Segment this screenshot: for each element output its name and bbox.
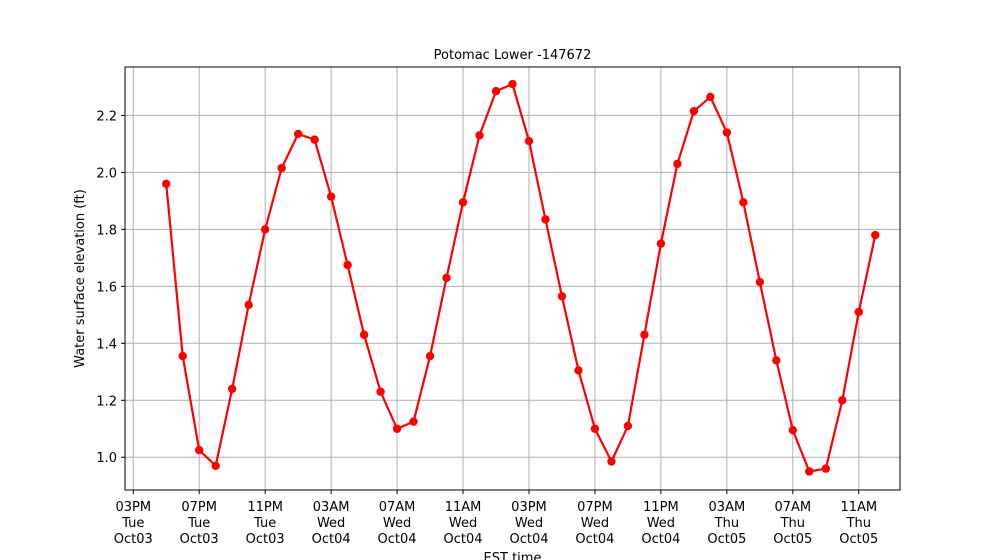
data-point xyxy=(392,424,402,433)
y-tick-label: 1.8 xyxy=(96,223,117,238)
series-line xyxy=(165,82,877,473)
chart-title: Potomac Lower -147672 xyxy=(434,48,592,63)
plot-area xyxy=(162,79,880,476)
data-point xyxy=(640,330,649,339)
x-tick-label: 03PM Tue Oct03 xyxy=(114,500,153,547)
x-axis: 03PM Tue Oct03 07PM Tue Oct03 11PM Tue Oct03 03AM… xyxy=(114,490,878,547)
y-tick-label: 2.0 xyxy=(96,166,117,181)
x-tick-label: 11AM Wed Oct04 xyxy=(444,500,483,547)
data-point xyxy=(739,198,748,207)
x-tick-label: 03AM Wed Oct04 xyxy=(312,500,351,547)
y-tick-label: 1.2 xyxy=(96,394,117,409)
data-point xyxy=(508,79,517,89)
x-tick-label: 07PM Tue Oct03 xyxy=(180,500,219,547)
x-tick-label: 03AM Thu Oct05 xyxy=(707,500,746,547)
data-point xyxy=(326,192,336,201)
data-point xyxy=(722,128,732,137)
data-point xyxy=(244,300,253,310)
data-point xyxy=(755,277,765,287)
data-point xyxy=(260,225,270,234)
data-point xyxy=(838,396,847,405)
y-axis: 1.0 1.2 1.4 1.6 1.8 2.0 2.2 xyxy=(96,109,125,466)
x-tick-label: 11PM Wed Oct04 xyxy=(641,500,680,547)
data-point xyxy=(590,424,600,433)
data-point xyxy=(409,417,418,426)
y-tick-label: 2.2 xyxy=(96,109,117,124)
data-point xyxy=(343,260,352,270)
data-point xyxy=(376,387,385,396)
x-axis-label: EST time xyxy=(484,551,542,560)
data-point xyxy=(524,136,534,146)
y-tick-label: 1.6 xyxy=(96,280,117,295)
data-point xyxy=(805,467,814,476)
data-point xyxy=(162,179,171,188)
x-tick-label: 03PM Wed Oct04 xyxy=(509,500,548,547)
data-point xyxy=(277,163,286,173)
data-point xyxy=(871,230,880,240)
y-axis-label: Water surface elevation (ft) xyxy=(73,189,88,368)
data-point xyxy=(623,421,633,431)
data-point xyxy=(310,135,319,144)
data-point xyxy=(689,106,699,116)
data-point xyxy=(491,87,501,96)
x-tick-label: 07AM Thu Oct05 xyxy=(773,500,812,547)
data-point xyxy=(293,129,303,139)
data-point xyxy=(178,351,187,361)
data-point xyxy=(557,292,567,301)
plot-frame xyxy=(124,66,901,491)
data-point xyxy=(442,273,451,282)
data-point xyxy=(195,445,204,455)
data-point xyxy=(607,457,616,466)
x-tick-label: 11PM Tue Oct03 xyxy=(246,500,285,547)
data-point xyxy=(227,384,237,394)
data-point xyxy=(706,92,715,102)
data-point xyxy=(359,330,369,339)
data-point xyxy=(821,464,830,473)
data-point xyxy=(541,215,550,224)
data-point xyxy=(772,356,781,365)
grid xyxy=(125,67,900,490)
x-tick-label: 07PM Wed Oct04 xyxy=(575,500,614,547)
data-point xyxy=(854,307,863,317)
data-point xyxy=(574,366,583,375)
y-tick-label: 1.4 xyxy=(96,337,117,352)
x-tick-label: 11AM Thu Oct05 xyxy=(839,500,878,547)
data-point xyxy=(788,425,798,435)
data-point xyxy=(475,131,484,140)
x-tick-label: 07AM Wed Oct04 xyxy=(378,500,417,547)
data-point xyxy=(211,461,220,470)
data-point xyxy=(673,159,682,169)
data-point xyxy=(656,239,666,248)
data-point xyxy=(425,351,435,361)
y-tick-label: 1.0 xyxy=(96,451,117,466)
data-point xyxy=(458,198,468,207)
